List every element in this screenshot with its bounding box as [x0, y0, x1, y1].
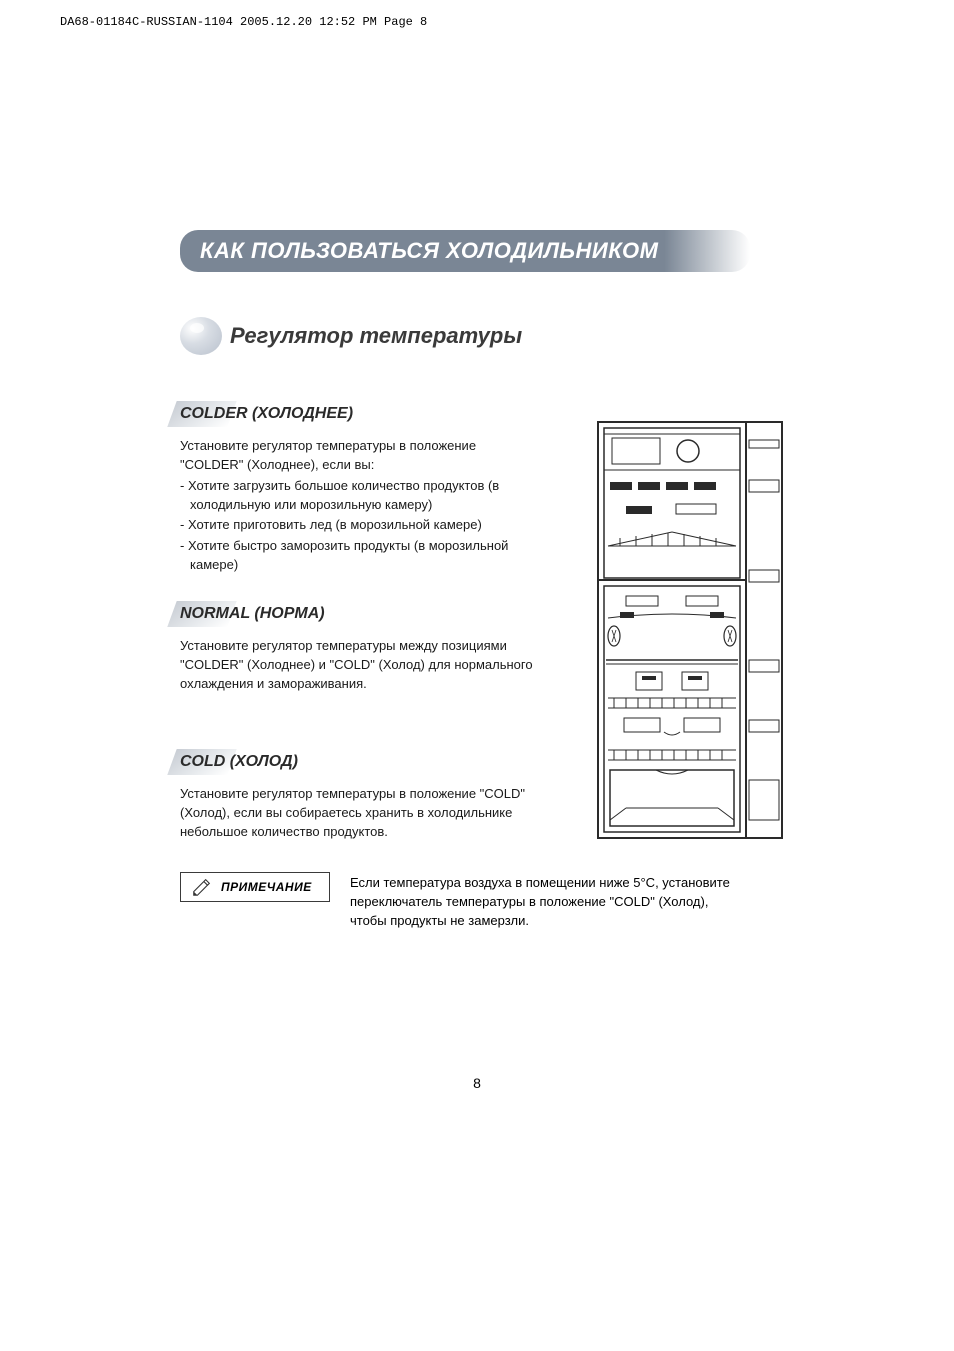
section-body: Установите регулятор температуры в полож…: [180, 437, 540, 575]
note-row: ПРИМЕЧАНИЕ Если температура воздуха в по…: [180, 872, 780, 931]
section-heading: COLD (ХОЛОД): [180, 753, 298, 771]
section-heading-wrap: COLD (ХОЛОД): [180, 753, 298, 771]
bullet-item: - Хотите приготовить лед (в морозильной …: [180, 516, 540, 535]
section-body: Установите регулятор температуры между п…: [180, 637, 540, 694]
sub-title-row: Регулятор температуры: [180, 317, 780, 355]
section-heading-wrap: NORMAL (НОРМА): [180, 605, 325, 623]
bullet-item: - Хотите быстро заморозить продукты (в м…: [180, 537, 540, 575]
section-heading: NORMAL (НОРМА): [180, 605, 325, 623]
note-text: Если температура воздуха в помещении ниж…: [350, 872, 730, 931]
sub-title: Регулятор температуры: [230, 323, 522, 349]
bullet-item: - Хотите загрузить большое количество пр…: [180, 477, 540, 515]
section-body-text: Установите регулятор температуры в полож…: [180, 785, 540, 842]
main-title-bar: КАК ПОЛЬЗОВАТЬСЯ ХОЛОДИЛЬНИКОМ: [180, 230, 750, 272]
pdf-header-meta: DA68-01184C-RUSSIAN-1104 2005.12.20 12:5…: [60, 15, 427, 29]
main-title: КАК ПОЛЬЗОВАТЬСЯ ХОЛОДИЛЬНИКОМ: [200, 238, 730, 264]
note-badge: ПРИМЕЧАНИЕ: [180, 872, 330, 902]
fridge-svg-icon: [596, 420, 786, 840]
section-body: Установите регулятор температуры в полож…: [180, 785, 540, 842]
section-heading: COLDER (ХОЛОДНЕЕ): [180, 405, 353, 423]
note-label: ПРИМЕЧАНИЕ: [221, 880, 312, 894]
section-heading-wrap: COLDER (ХОЛОДНЕЕ): [180, 405, 353, 423]
sphere-bullet-icon: [180, 317, 222, 355]
pencil-note-icon: [191, 876, 213, 898]
section-body-text: Установите регулятор температуры между п…: [180, 637, 540, 694]
page-number: 8: [0, 1075, 954, 1091]
refrigerator-diagram: [596, 420, 786, 840]
section-intro-text: Установите регулятор температуры в полож…: [180, 437, 540, 475]
